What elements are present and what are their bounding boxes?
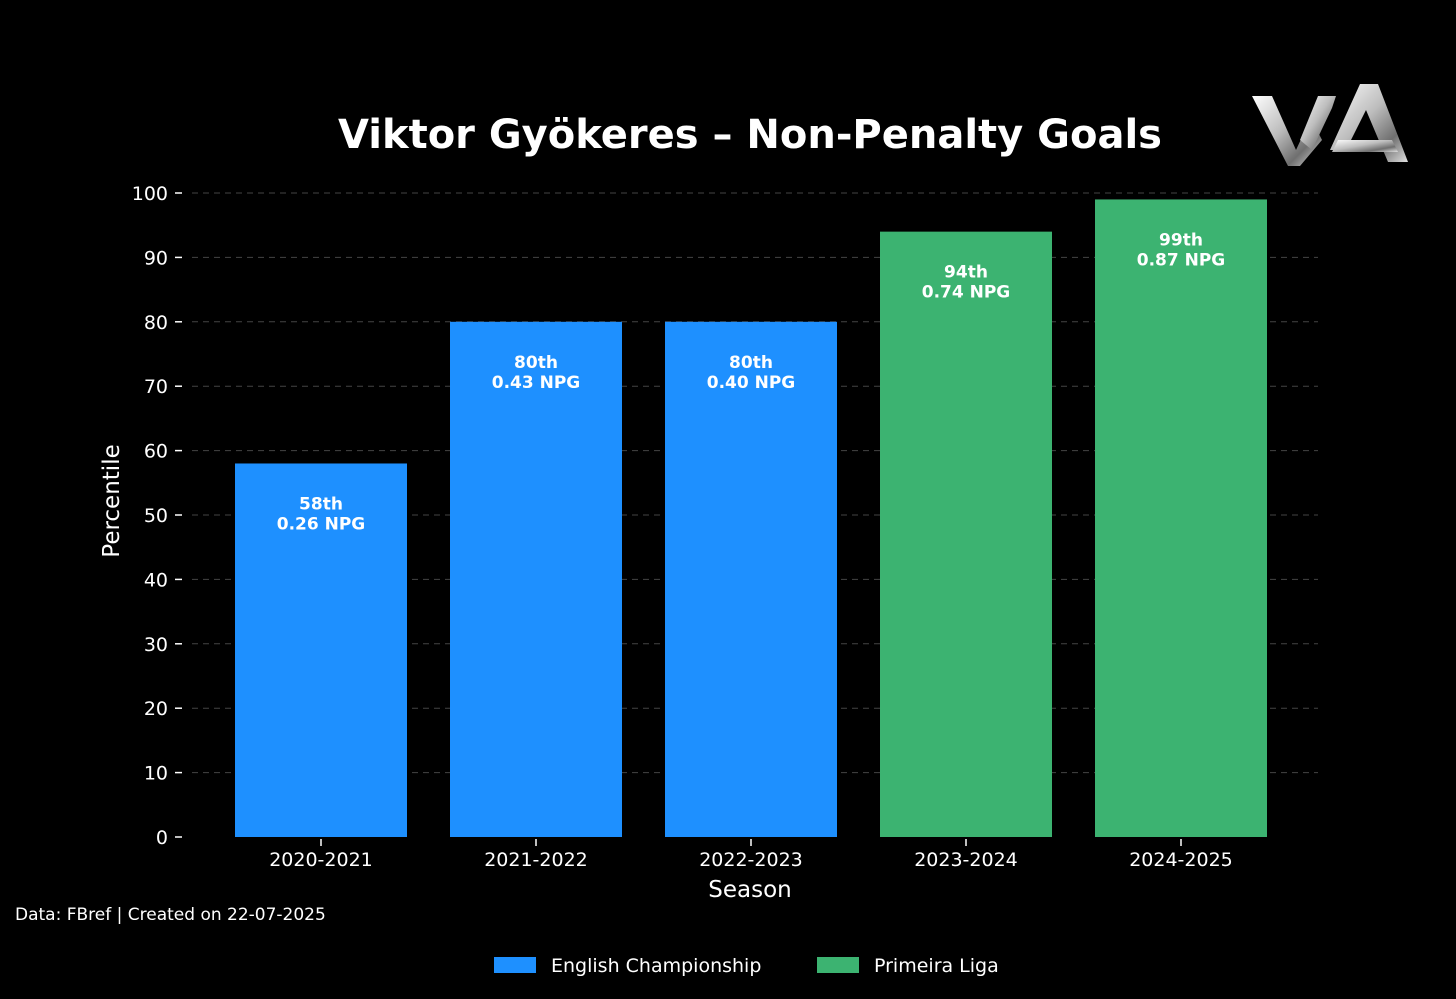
x-tick-label: 2020-2021 bbox=[269, 849, 373, 871]
wa-logo-icon bbox=[1252, 84, 1408, 166]
legend-label-english-championship: English Championship bbox=[551, 955, 761, 977]
bar bbox=[665, 321, 837, 837]
bar-data-label-npg: 0.26 NPG bbox=[277, 514, 366, 534]
y-tick-label: 80 bbox=[144, 312, 168, 334]
x-tick-label: 2024-2025 bbox=[1129, 849, 1233, 871]
y-tick-label: 40 bbox=[144, 569, 168, 591]
legend-label-primeira-liga: Primeira Liga bbox=[874, 955, 999, 977]
legend: English Championship Primeira Liga bbox=[494, 955, 999, 977]
bar-data-label-npg: 0.43 NPG bbox=[492, 373, 581, 393]
y-tick-label: 60 bbox=[144, 441, 168, 463]
x-axis: 2020-2021 2021-2022 2022-2023 2023-2024 2024… bbox=[269, 839, 1233, 871]
y-axis: 0 10 20 30 40 50 60 70 80 90 100 bbox=[132, 183, 182, 849]
bar-data-label-npg: 0.87 NPG bbox=[1137, 250, 1226, 270]
y-axis-label: Percentile bbox=[99, 444, 125, 557]
y-tick-label: 30 bbox=[144, 634, 168, 656]
bar-data-label-percentile: 80th bbox=[514, 353, 558, 373]
bar bbox=[450, 321, 622, 837]
y-tick-label: 100 bbox=[132, 183, 168, 205]
y-tick-label: 0 bbox=[156, 827, 168, 849]
x-tick-label: 2023-2024 bbox=[914, 849, 1018, 871]
y-tick-label: 70 bbox=[144, 376, 168, 398]
bar-data-label-npg: 0.74 NPG bbox=[922, 283, 1011, 303]
bar-data-label-npg: 0.40 NPG bbox=[707, 373, 796, 393]
chart-title: Viktor Gyökeres – Non-Penalty Goals bbox=[338, 112, 1162, 158]
source-note: Data: FBref | Created on 22-07-2025 bbox=[15, 905, 326, 925]
bar-data-label-percentile: 80th bbox=[729, 353, 773, 373]
x-tick-label: 2022-2023 bbox=[699, 849, 803, 871]
bar bbox=[235, 463, 407, 837]
bar bbox=[1095, 199, 1267, 837]
legend-swatch-english-championship bbox=[494, 957, 536, 973]
y-tick-label: 50 bbox=[144, 505, 168, 527]
y-tick-label: 10 bbox=[144, 763, 168, 785]
x-axis-label: Season bbox=[708, 877, 791, 903]
bar-data-label-percentile: 99th bbox=[1159, 230, 1203, 250]
bar bbox=[880, 231, 1052, 837]
x-tick-label: 2021-2022 bbox=[484, 849, 588, 871]
legend-swatch-primeira-liga bbox=[817, 957, 859, 973]
y-tick-label: 90 bbox=[144, 247, 168, 269]
bar-data-label-percentile: 94th bbox=[944, 263, 988, 283]
y-tick-label: 20 bbox=[144, 698, 168, 720]
bar-data-label-percentile: 58th bbox=[299, 494, 343, 514]
